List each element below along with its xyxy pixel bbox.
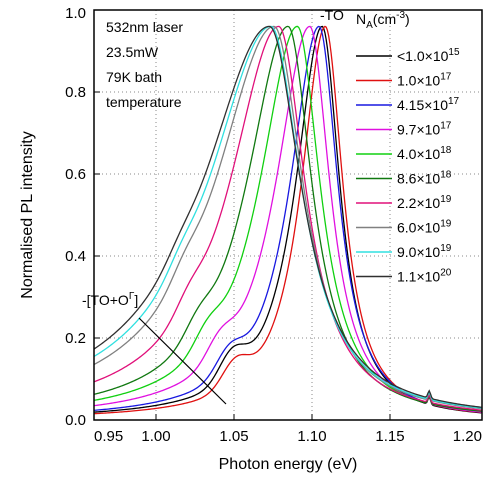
y-tick-label: 0.0	[65, 412, 86, 429]
legend-label-exp: 18	[440, 170, 452, 181]
to-plus-o-close: ]	[134, 292, 138, 308]
x-axis-title: Photon energy (eV)	[219, 456, 358, 473]
x-tick-label: 1.10	[297, 428, 326, 445]
conditions-annotation: 532nm laser 23.5mW 79K bath temperature	[106, 19, 183, 110]
x-ticks: 0.95 1.00 1.05 1.10 1.15 1.20	[93, 414, 483, 445]
y-tick-label: 0.8	[65, 84, 86, 101]
legend-label-exp: 17	[440, 72, 452, 83]
y-tick-label: 0.2	[65, 330, 86, 347]
x-tick-label: 1.00	[141, 428, 170, 445]
series-line-7	[94, 25, 482, 410]
legend-label-base: 9.7×10	[397, 122, 440, 138]
series-line-5	[94, 25, 482, 412]
legend-label-6: 2.2×1019	[397, 194, 452, 211]
legend-title-sub: A	[366, 20, 373, 31]
legend-label-exp: 17	[440, 121, 452, 132]
legend-title-close: )	[405, 11, 410, 27]
legend-label-base: 1.1×10	[397, 269, 440, 285]
legend-label-base: 6.0×10	[397, 220, 440, 236]
condition-power: 23.5mW	[106, 44, 159, 60]
legend-title-main: N	[356, 11, 366, 27]
to-peak-label: -TO	[320, 7, 344, 23]
legend-title: NA(cm-3)	[356, 10, 410, 31]
x-tick-label: 1.15	[375, 428, 404, 445]
x-tick-label: 0.95	[94, 428, 123, 445]
legend-label-exp: 18	[440, 145, 452, 156]
y-tick-label: 0.6	[65, 166, 86, 183]
legend-label-base: 1.0×10	[397, 73, 440, 89]
condition-bath: 79K bath	[106, 69, 162, 85]
to-plus-o-sup: Γ	[129, 291, 135, 302]
legend-label-base: <1.0×10	[397, 48, 449, 64]
legend-label-exp: 19	[440, 219, 452, 230]
series-line-8	[94, 25, 482, 409]
legend-label-base: 4.15×10	[397, 97, 448, 113]
legend-title-sup: -3	[396, 10, 405, 21]
to-plus-o-label: -[TO+OΓ]	[82, 291, 138, 308]
legend-label-8: 9.0×1019	[397, 243, 452, 260]
grid	[94, 10, 482, 420]
x-tick-label: 1.05	[219, 428, 248, 445]
y-axis-title: Normalised PL intensity	[19, 131, 36, 298]
legend-label-base: 8.6×10	[397, 171, 440, 187]
x-tick-label: 1.20	[453, 428, 482, 445]
legend-label-base: 9.0×10	[397, 244, 440, 260]
condition-temperature: temperature	[106, 94, 182, 110]
y-tick-label: 1.0	[65, 5, 86, 22]
legend-label-0: <1.0×1015	[397, 47, 460, 64]
legend-label-exp: 15	[448, 47, 460, 58]
series-line-9	[94, 25, 482, 408]
legend-label-base: 4.0×10	[397, 146, 440, 162]
legend-label-9: 1.1×1020	[397, 268, 452, 285]
y-tick-label: 0.4	[65, 248, 86, 265]
series-layer	[94, 25, 482, 415]
legend-title-unit: (cm	[373, 11, 396, 27]
condition-laser: 532nm laser	[106, 19, 183, 35]
legend-label-base: 2.2×10	[397, 195, 440, 211]
legend: <1.0×10151.0×10174.15×10179.7×10174.0×10…	[356, 47, 460, 285]
legend-label-exp: 17	[448, 96, 460, 107]
legend-label-2: 4.15×1017	[397, 96, 460, 113]
legend-label-7: 6.0×1019	[397, 219, 452, 236]
legend-label-4: 4.0×1018	[397, 145, 452, 162]
to-plus-o-main: -[TO+O	[82, 292, 129, 308]
plot-frame	[93, 9, 483, 421]
to-plus-o-pointer	[138, 317, 227, 405]
series-line-6	[94, 25, 482, 411]
legend-label-exp: 20	[440, 268, 452, 279]
legend-label-exp: 19	[440, 243, 452, 254]
legend-label-3: 9.7×1017	[397, 121, 452, 138]
legend-label-1: 1.0×1017	[397, 72, 452, 89]
legend-label-5: 8.6×1018	[397, 170, 452, 187]
legend-label-exp: 19	[440, 194, 452, 205]
y-ticks: 0.0 0.2 0.4 0.6 0.8 1.0	[65, 5, 100, 429]
